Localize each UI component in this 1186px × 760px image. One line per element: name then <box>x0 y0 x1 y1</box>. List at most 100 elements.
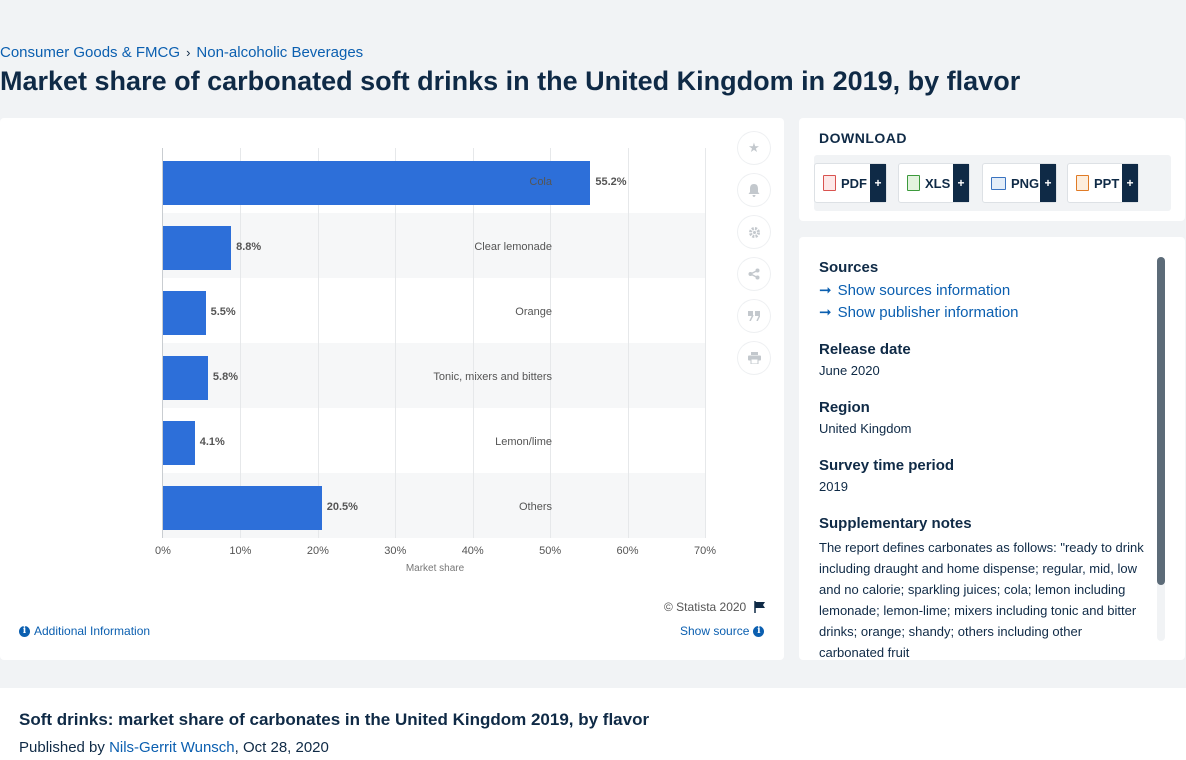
gridline <box>628 148 629 538</box>
x-tick-label: 0% <box>155 545 171 557</box>
plot-row-band <box>163 408 705 473</box>
published-date: , Oct 28, 2020 <box>234 739 329 756</box>
copyright-text: © Statista 2020 <box>664 600 747 614</box>
chart-tools: ★ <box>738 132 772 384</box>
arrow-right-icon: ➞ <box>819 282 832 299</box>
download-title: DOWNLOAD <box>819 130 907 146</box>
data-label: 8.8% <box>236 240 262 253</box>
plot-row-band <box>163 213 705 278</box>
download-pdf-button[interactable]: PDF + <box>814 163 887 203</box>
x-axis-title: Market share <box>405 563 465 574</box>
show-source-link[interactable]: Show source i <box>680 624 765 638</box>
plus-icon: + <box>1040 164 1056 202</box>
release-date-value: June 2020 <box>819 363 880 378</box>
bar <box>163 160 591 205</box>
survey-period-heading: Survey time period <box>819 457 955 474</box>
data-label: 20.5% <box>326 500 358 513</box>
region-value: United Kingdom <box>819 421 912 436</box>
additional-information-label: Additional Information <box>34 624 151 638</box>
supplementary-notes-heading: Supplementary notes <box>819 515 972 532</box>
xls-file-icon <box>907 175 920 191</box>
info-icon: i <box>19 625 30 637</box>
survey-period-value: 2019 <box>819 479 848 494</box>
author-link[interactable]: Nils-Gerrit Wunsch <box>109 739 235 756</box>
plus-icon: + <box>1122 164 1138 202</box>
show-sources-label: Show sources information <box>837 281 1011 299</box>
page-title: Market share of carbonated soft drinks i… <box>0 66 1021 96</box>
breadcrumb-item-consumer-goods[interactable]: Consumer Goods & FMCG <box>0 44 181 61</box>
x-tick-label: 60% <box>616 545 639 557</box>
download-png-button[interactable]: PNG + <box>982 163 1057 203</box>
release-date-heading: Release date <box>819 341 911 358</box>
download-panel: DOWNLOAD PDF + XLS + PNG + PPT + <box>799 118 1185 221</box>
download-png-label: PNG <box>1011 175 1040 191</box>
data-label: 4.1% <box>199 435 225 448</box>
breadcrumb-separator: › <box>186 45 191 60</box>
download-xls-button[interactable]: XLS + <box>898 163 970 203</box>
bar <box>163 355 208 400</box>
published-by-label: Published by <box>19 739 110 756</box>
region-heading: Region <box>819 399 870 416</box>
data-label: 5.8% <box>212 370 238 383</box>
flag-icon[interactable] <box>754 601 766 613</box>
statistic-details-panel: Sources ➞ Show sources information ➞ Sho… <box>799 237 1185 660</box>
settings-gear-icon[interactable] <box>738 216 770 248</box>
plot-row-band <box>163 343 705 408</box>
category-label: Lemon/lime <box>495 435 552 448</box>
plot-row-band <box>163 278 705 343</box>
bar <box>163 290 206 335</box>
x-tick-label: 70% <box>693 545 717 557</box>
show-publisher-link[interactable]: ➞ Show publisher information <box>819 303 1145 322</box>
gridline <box>473 148 474 538</box>
gridline <box>705 148 706 538</box>
print-icon[interactable] <box>738 342 770 374</box>
sources-heading: Sources <box>819 259 879 276</box>
show-source-label: Show source <box>680 624 750 638</box>
bar <box>163 420 195 465</box>
download-xls-label: XLS <box>925 175 951 191</box>
favorite-star-icon[interactable]: ★ <box>738 132 770 164</box>
y-axis-line <box>162 148 163 538</box>
category-label: Others <box>518 500 552 513</box>
download-buttons: PDF + XLS + PNG + PPT + <box>814 155 1171 211</box>
notification-bell-icon[interactable] <box>738 174 770 206</box>
download-ppt-button[interactable]: PPT + <box>1067 163 1139 203</box>
pdf-file-icon <box>823 175 836 191</box>
plus-icon: + <box>953 164 969 202</box>
download-pdf-label: PDF <box>841 175 867 191</box>
download-ppt-label: PPT <box>1094 175 1120 191</box>
data-label: 5.5% <box>210 305 236 318</box>
gridline <box>395 148 396 538</box>
ppt-file-icon <box>1076 175 1089 191</box>
x-tick-label: 40% <box>461 545 484 557</box>
additional-information-link[interactable]: i Additional Information <box>19 624 150 638</box>
plus-icon: + <box>870 164 886 202</box>
category-label: Tonic, mixers and bitters <box>433 370 552 383</box>
breadcrumb-item-beverages[interactable]: Non-alcoholic Beverages <box>196 44 364 61</box>
show-publisher-label: Show publisher information <box>837 303 1019 321</box>
published-by: Published by Nils-Gerrit Wunsch, Oct 28,… <box>19 739 329 756</box>
bar <box>163 485 322 530</box>
show-sources-link[interactable]: ➞ Show sources information <box>819 281 1145 300</box>
cite-quote-icon[interactable] <box>738 300 770 332</box>
bar <box>163 225 232 270</box>
gridline <box>240 148 241 538</box>
share-icon[interactable] <box>738 258 770 290</box>
x-tick-label: 20% <box>306 545 329 557</box>
data-label: 55.2% <box>595 175 627 188</box>
info-icon: i <box>753 625 765 637</box>
gridline <box>318 148 319 538</box>
scrollbar-thumb[interactable] <box>1157 257 1165 585</box>
category-label: Clear lemonade <box>474 240 552 253</box>
gridline <box>550 148 551 538</box>
png-image-icon <box>991 176 1006 190</box>
x-tick-label: 50% <box>539 545 562 557</box>
supplementary-notes-text: The report defines carbonates as follows… <box>819 540 1144 660</box>
statistic-title: Soft drinks: market share of carbonates … <box>19 710 650 729</box>
x-tick-label: 10% <box>229 545 252 557</box>
category-label: Cola <box>529 175 552 188</box>
x-tick-label: 30% <box>384 545 407 557</box>
top-bar <box>0 0 1186 36</box>
category-label: Orange <box>515 305 552 318</box>
copyright-notice: © Statista 2020 <box>664 600 766 614</box>
